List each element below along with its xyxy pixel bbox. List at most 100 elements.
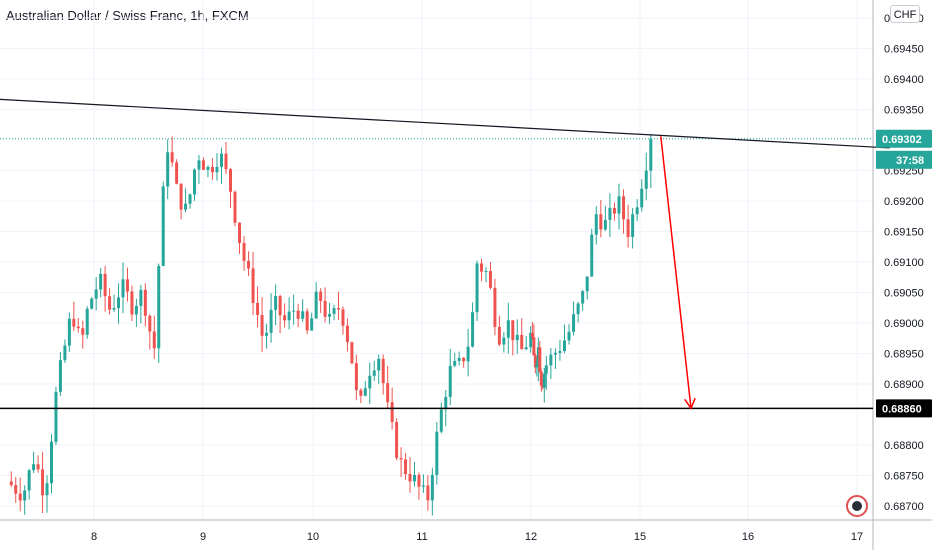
candle-body bbox=[170, 152, 174, 163]
candle-body bbox=[533, 355, 537, 368]
price-tick-label: 0.69200 bbox=[884, 196, 924, 208]
candle-body bbox=[529, 332, 533, 348]
current-price-label: 0.69302 bbox=[882, 134, 922, 146]
candle-body bbox=[99, 273, 103, 290]
price-tick-label: 0.69450 bbox=[884, 44, 924, 56]
candle-body bbox=[457, 357, 461, 361]
candle-body bbox=[292, 310, 296, 312]
candle-body bbox=[108, 296, 112, 310]
candle-body bbox=[76, 326, 80, 329]
candle-body bbox=[408, 473, 412, 482]
candle-body bbox=[466, 346, 470, 362]
candle-body bbox=[622, 196, 626, 220]
candle-body bbox=[368, 375, 372, 389]
price-tick-label: 0.69000 bbox=[884, 318, 924, 330]
candle-body bbox=[219, 153, 223, 167]
candle-body bbox=[539, 371, 543, 386]
candle-body bbox=[635, 207, 639, 215]
candle-body bbox=[617, 196, 621, 214]
price-tick-label: 0.68900 bbox=[884, 379, 924, 391]
candle-body bbox=[148, 315, 152, 332]
price-tick-label: 0.68750 bbox=[884, 470, 924, 482]
time-tick-label: 10 bbox=[307, 531, 319, 543]
price-tick-label: 0.69150 bbox=[884, 226, 924, 238]
candle-body bbox=[372, 370, 376, 376]
candle-body bbox=[201, 160, 205, 170]
candle-body bbox=[269, 309, 273, 333]
candle-body bbox=[354, 363, 358, 391]
candle-body bbox=[143, 289, 147, 316]
candle-body bbox=[238, 222, 242, 243]
candle-body bbox=[493, 287, 497, 327]
candle-body bbox=[90, 298, 94, 309]
candle-body bbox=[506, 320, 510, 338]
candle-body bbox=[112, 308, 116, 310]
candle-body bbox=[215, 166, 219, 173]
tradingview-logo-icon-inner bbox=[852, 501, 862, 511]
candle-body bbox=[229, 169, 232, 192]
candle-body bbox=[179, 183, 183, 210]
candle-body bbox=[603, 219, 607, 230]
candle-body bbox=[626, 219, 630, 238]
candle-body bbox=[649, 138, 653, 171]
candle-body bbox=[49, 441, 53, 484]
candle-body bbox=[81, 328, 85, 335]
candle-body bbox=[350, 342, 354, 364]
candle-body bbox=[594, 214, 598, 235]
candle-body bbox=[515, 334, 519, 341]
candle-body bbox=[18, 493, 22, 501]
candle-body bbox=[45, 483, 49, 496]
candle-body bbox=[567, 331, 571, 341]
candle-body bbox=[328, 313, 332, 317]
candle-body bbox=[345, 325, 349, 343]
candle-body bbox=[532, 337, 536, 356]
candle-body bbox=[175, 162, 179, 184]
candle-body bbox=[453, 360, 457, 366]
candle-body bbox=[9, 481, 13, 486]
candle-body bbox=[206, 166, 210, 170]
candle-body bbox=[103, 273, 107, 297]
candle-body bbox=[197, 160, 201, 170]
time-tick-label: 8 bbox=[91, 531, 97, 543]
candle-body bbox=[161, 186, 165, 266]
candle-body bbox=[631, 214, 635, 238]
candle-body bbox=[224, 153, 228, 170]
candle-body bbox=[67, 318, 71, 346]
candle-body bbox=[421, 485, 425, 487]
candle-body bbox=[524, 347, 528, 350]
resistance-trendline[interactable] bbox=[0, 98, 890, 149]
candle-body bbox=[502, 337, 506, 345]
candle-body bbox=[644, 170, 648, 189]
candle-body bbox=[301, 311, 305, 319]
candle-body bbox=[590, 234, 594, 277]
candle-body bbox=[247, 260, 251, 269]
candle-body bbox=[480, 263, 484, 272]
price-tick-label: 0.68700 bbox=[884, 501, 924, 513]
candle-body bbox=[511, 320, 515, 341]
candle-body bbox=[530, 332, 534, 338]
candle-body bbox=[121, 279, 125, 298]
candle-body bbox=[426, 485, 430, 501]
time-tick-label: 17 bbox=[851, 531, 863, 543]
price-tick-label: 0.69350 bbox=[884, 105, 924, 117]
forecast-arrow[interactable] bbox=[660, 136, 692, 409]
candle-body bbox=[558, 351, 562, 353]
candle-body bbox=[296, 310, 300, 319]
price-tick-label: 0.68950 bbox=[884, 348, 924, 360]
candle-body bbox=[585, 276, 589, 292]
countdown-label-bg bbox=[876, 150, 932, 169]
candle-body bbox=[166, 152, 170, 187]
candle-body bbox=[305, 311, 309, 331]
candle-body bbox=[260, 314, 264, 336]
candle-body bbox=[581, 291, 585, 304]
candle-body bbox=[184, 203, 188, 210]
candle-body bbox=[251, 268, 255, 304]
candle-body bbox=[444, 396, 448, 410]
candle-body bbox=[417, 474, 421, 487]
candle-body bbox=[85, 308, 89, 335]
candle-body bbox=[462, 357, 466, 362]
currency-badge[interactable]: CHF bbox=[890, 5, 920, 23]
candle-body bbox=[265, 332, 269, 336]
